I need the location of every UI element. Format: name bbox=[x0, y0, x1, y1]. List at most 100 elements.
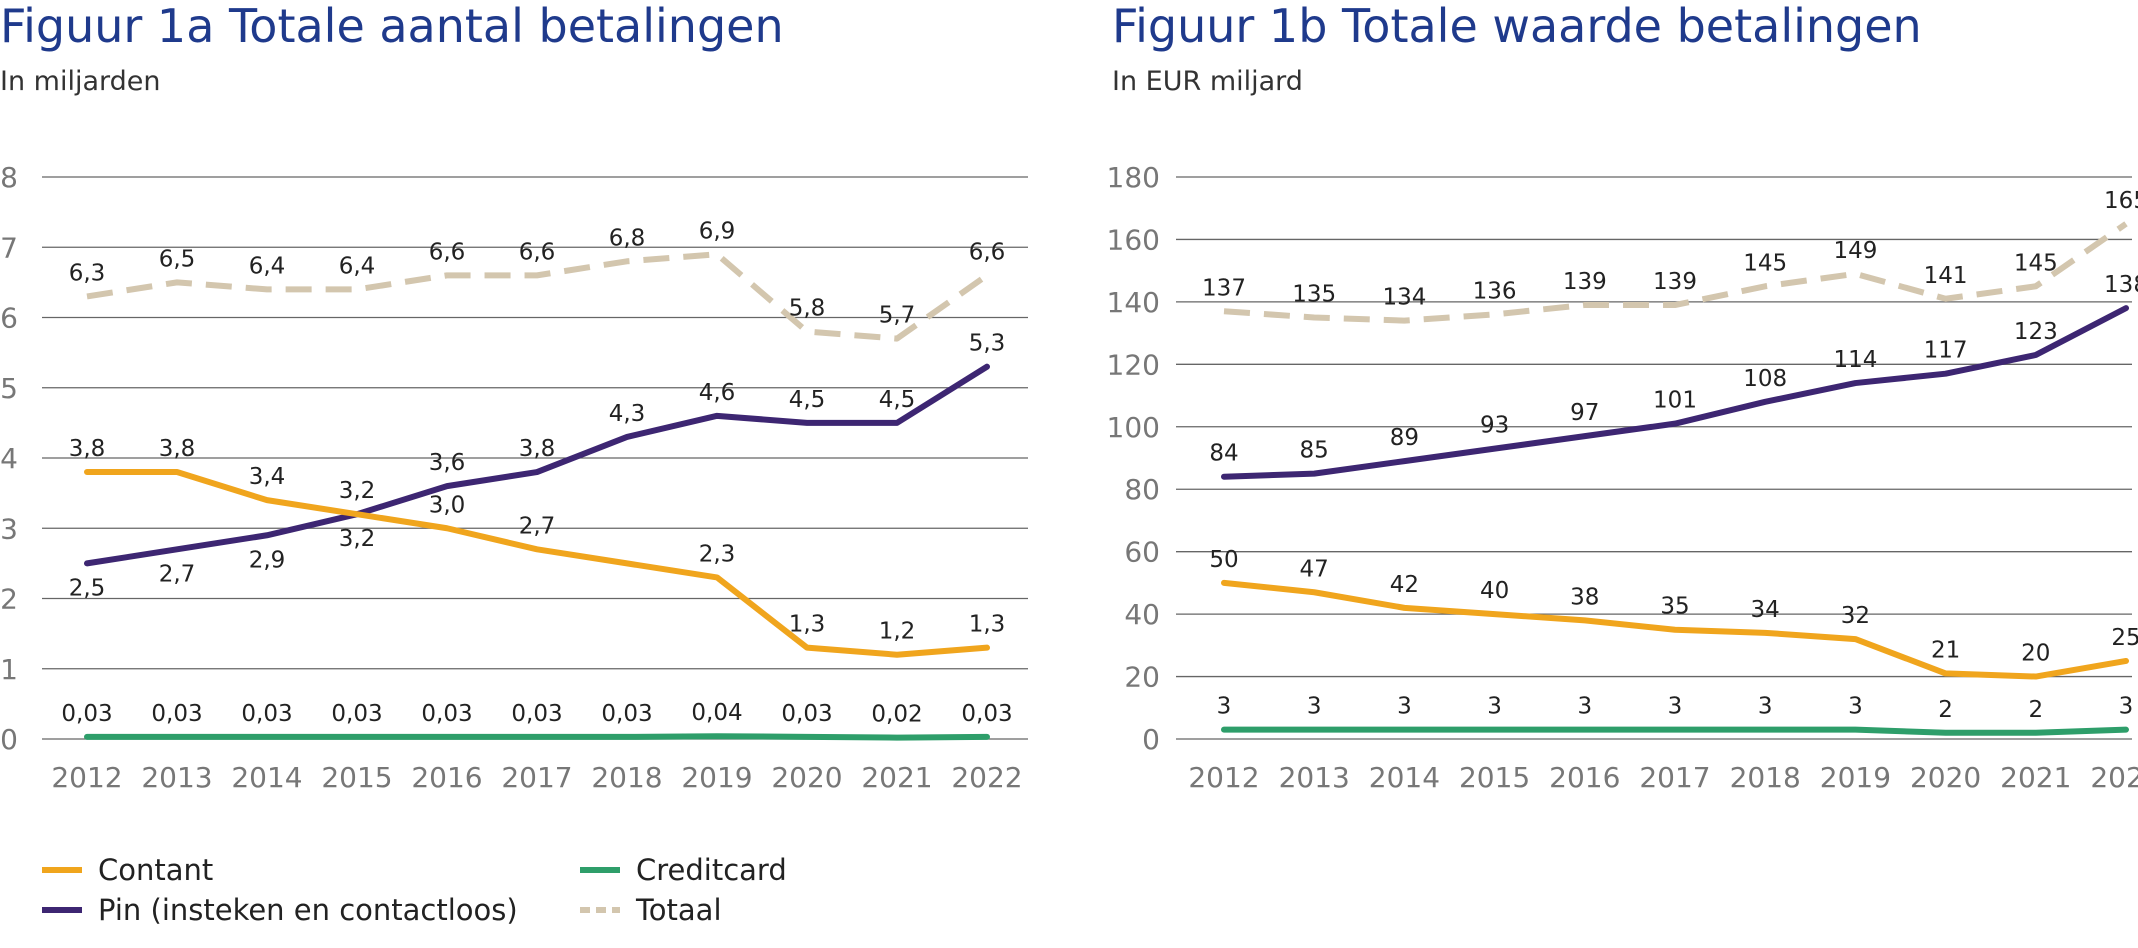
chart-a-xtick-2021: 2021 bbox=[861, 761, 932, 794]
chart-b-series-contant-label-2013: 47 bbox=[1300, 556, 1329, 582]
chart-b-series-pin-insteken-en-contactloos-label-2020: 117 bbox=[1924, 338, 1968, 364]
chart-b-ytick-60: 60 bbox=[1124, 536, 1160, 569]
chart-b-subtitle: In EUR miljard bbox=[1112, 66, 1303, 97]
chart-b-ytick-140: 140 bbox=[1107, 286, 1160, 319]
chart-a-series-creditcard-label-2016: 0,03 bbox=[421, 701, 472, 727]
chart-a-series-totaal-label-2014: 6,4 bbox=[249, 253, 286, 279]
chart-a-xtick-2015: 2015 bbox=[321, 761, 392, 794]
chart-a-series-pin-insteken-en-contactloos-label-2017: 3,8 bbox=[519, 436, 556, 462]
chart-a-series-totaal-label-2017: 6,6 bbox=[519, 239, 556, 265]
legend-label-pin-insteken-en-contactloos: Pin (insteken en contactloos) bbox=[98, 893, 518, 927]
chart-a-series-contant-label-2019: 2,3 bbox=[699, 541, 736, 567]
chart-a-series-totaal-label-2020: 5,8 bbox=[789, 296, 826, 322]
chart-b-series-creditcard-label-2020: 2 bbox=[1938, 697, 1953, 723]
chart-b-series-creditcard-label-2021: 2 bbox=[2028, 697, 2043, 723]
chart-a-xtick-2017: 2017 bbox=[501, 761, 572, 794]
legend-label-contant: Contant bbox=[98, 853, 213, 887]
chart-b-series-totaal-label-2017: 139 bbox=[1653, 269, 1697, 295]
chart-a-ytick-6: 6 bbox=[0, 302, 18, 335]
chart-b-series-creditcard-label-2022: 3 bbox=[2119, 694, 2134, 720]
chart-b-xtick-2014: 2014 bbox=[1369, 761, 1440, 794]
chart-b-series-contant-label-2012: 50 bbox=[1209, 547, 1238, 573]
chart-b-xtick-2019: 2019 bbox=[1820, 761, 1891, 794]
chart-a-title: Figuur 1a Totale aantal betalingen bbox=[0, 0, 784, 53]
chart-b-ytick-100: 100 bbox=[1107, 411, 1160, 444]
chart-b-series-creditcard-label-2018: 3 bbox=[1758, 694, 1773, 720]
chart-b-ytick-0: 0 bbox=[1142, 723, 1160, 756]
chart-b-series-creditcard-label-2019: 3 bbox=[1848, 694, 1863, 720]
chart-b-series-totaal-label-2012: 137 bbox=[1202, 275, 1246, 301]
chart-b-ytick-120: 120 bbox=[1107, 348, 1160, 381]
chart-a-series-creditcard-label-2019: 0,04 bbox=[691, 700, 742, 726]
chart-b-xtick-2018: 2018 bbox=[1730, 761, 1801, 794]
chart-a-ytick-8: 8 bbox=[0, 161, 18, 194]
chart-a-series-creditcard-label-2020: 0,03 bbox=[781, 701, 832, 727]
chart-a-xtick-2022: 2022 bbox=[951, 761, 1022, 794]
chart-a-series-pin-insteken-en-contactloos-label-2022: 5,3 bbox=[969, 331, 1006, 357]
chart-a-series-totaal-label-2022: 6,6 bbox=[969, 239, 1006, 265]
chart-a-series-contant-label-2015: 3,2 bbox=[339, 478, 376, 504]
chart-a-series-pin-insteken-en-contactloos-label-2014: 2,9 bbox=[249, 547, 286, 573]
chart-b-series-contant-label-2019: 32 bbox=[1841, 603, 1870, 629]
chart-a-series-contant-label-2020: 1,3 bbox=[789, 612, 826, 638]
chart-a-ytick-1: 1 bbox=[0, 653, 18, 686]
chart-b-series-totaal-label-2014: 134 bbox=[1382, 285, 1426, 311]
chart-b-series-totaal-label-2018: 145 bbox=[1743, 250, 1787, 276]
chart-b-series-creditcard-label-2017: 3 bbox=[1668, 694, 1683, 720]
chart-b-series-contant-label-2020: 21 bbox=[1931, 637, 1960, 663]
chart-a-ytick-2: 2 bbox=[0, 583, 18, 616]
chart-a-ytick-3: 3 bbox=[0, 512, 18, 545]
chart-b-series-totaal-label-2020: 141 bbox=[1924, 263, 1968, 289]
chart-a-series-contant-label-2012: 3,8 bbox=[69, 436, 106, 462]
chart-b-xtick-2021: 2021 bbox=[2000, 761, 2071, 794]
chart-a-series-creditcard-label-2014: 0,03 bbox=[241, 701, 292, 727]
chart-b-xtick-2020: 2020 bbox=[1910, 761, 1981, 794]
chart-b-series-totaal-label-2019: 149 bbox=[1833, 238, 1877, 264]
chart-a-series-pin-insteken-en-contactloos-label-2015: 3,2 bbox=[339, 526, 376, 552]
chart-a-series-creditcard-label-2018: 0,03 bbox=[601, 701, 652, 727]
chart-a-series-pin-insteken-en-contactloos-line bbox=[84, 363, 990, 567]
chart-a-series-creditcard-label-2021: 0,02 bbox=[871, 702, 922, 728]
chart-a-series-contant-label-2014: 3,4 bbox=[249, 464, 286, 490]
chart-a-series-totaal-line bbox=[86, 251, 989, 342]
chart-b-series-contant-label-2017: 35 bbox=[1660, 594, 1689, 620]
chart-b-series-creditcard-label-2014: 3 bbox=[1397, 694, 1412, 720]
chart-a-series-contant-label-2022: 1,3 bbox=[969, 612, 1006, 638]
chart-a-series-creditcard-label-2013: 0,03 bbox=[151, 701, 202, 727]
chart-b-series-pin-insteken-en-contactloos-label-2021: 123 bbox=[2014, 319, 2058, 345]
chart-a-series-creditcard-label-2012: 0,03 bbox=[61, 701, 112, 727]
chart-b-xtick-2013: 2013 bbox=[1279, 761, 1350, 794]
chart-a-series-totaal-label-2015: 6,4 bbox=[339, 253, 376, 279]
chart-b-series-totaal-label-2015: 136 bbox=[1473, 278, 1517, 304]
chart-b-series-pin-insteken-en-contactloos-line bbox=[1221, 305, 2129, 480]
chart-a-series-totaal-label-2016: 6,6 bbox=[429, 239, 466, 265]
chart-a-series-contant-line bbox=[84, 469, 990, 658]
chart-b-series-contant-line bbox=[1221, 579, 2129, 680]
chart-a-subtitle: In miljarden bbox=[0, 66, 161, 97]
chart-a-xtick-2018: 2018 bbox=[591, 761, 662, 794]
chart-b-xtick-2012: 2012 bbox=[1188, 761, 1259, 794]
chart-b-series-contant-label-2018: 34 bbox=[1751, 597, 1780, 623]
chart-b-series-pin-insteken-en-contactloos-label-2012: 84 bbox=[1209, 441, 1238, 467]
chart-b-series-contant-label-2022: 25 bbox=[2111, 625, 2138, 651]
chart-b-series-contant-label-2015: 40 bbox=[1480, 578, 1509, 604]
chart-b-series-pin-insteken-en-contactloos-label-2014: 89 bbox=[1390, 425, 1419, 451]
chart-b-ytick-180: 180 bbox=[1107, 161, 1160, 194]
chart-a-series-totaal-label-2018: 6,8 bbox=[609, 225, 646, 251]
chart-b-series-creditcard-label-2016: 3 bbox=[1577, 694, 1592, 720]
chart-b-series-totaal-label-2021: 145 bbox=[2014, 250, 2058, 276]
chart-a-series-pin-insteken-en-contactloos-label-2021: 4,5 bbox=[879, 387, 916, 413]
chart-b-series-totaal-label-2022: 165 bbox=[2104, 188, 2138, 214]
chart-a-xtick-2013: 2013 bbox=[141, 761, 212, 794]
chart-a-series-pin-insteken-en-contactloos-label-2018: 4,3 bbox=[609, 401, 646, 427]
chart-a-ytick-7: 7 bbox=[0, 231, 18, 264]
chart-b-ytick-40: 40 bbox=[1124, 598, 1160, 631]
chart-b-series-creditcard-line bbox=[1221, 726, 2129, 736]
chart-a-ytick-5: 5 bbox=[0, 372, 18, 405]
legend-label-totaal: Totaal bbox=[635, 893, 722, 927]
chart-b-series-contant-label-2016: 38 bbox=[1570, 584, 1599, 610]
chart-a-ytick-0: 0 bbox=[0, 723, 18, 756]
legend-label-creditcard: Creditcard bbox=[636, 853, 787, 887]
chart-b-series-pin-insteken-en-contactloos-label-2015: 93 bbox=[1480, 413, 1509, 439]
